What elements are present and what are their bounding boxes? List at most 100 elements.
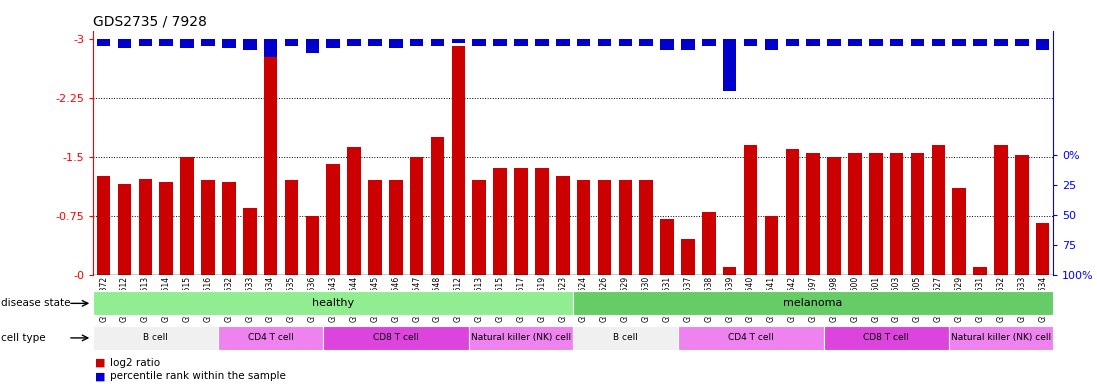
Text: CD4 T cell: CD4 T cell — [248, 333, 294, 343]
Text: cell type: cell type — [1, 333, 46, 343]
Bar — [765, 38, 778, 50]
Bar — [681, 38, 694, 50]
Text: log2 ratio: log2 ratio — [110, 358, 160, 368]
Text: CD8 T cell: CD8 T cell — [373, 333, 419, 343]
Bar — [222, 182, 236, 275]
Bar — [640, 38, 653, 46]
Bar — [1015, 38, 1029, 46]
Bar — [138, 179, 152, 275]
Bar — [556, 38, 569, 46]
Bar — [514, 168, 528, 275]
Bar — [994, 145, 1008, 275]
Bar — [827, 157, 840, 275]
Bar — [242, 208, 257, 275]
Bar — [911, 153, 925, 275]
Bar — [744, 145, 757, 275]
Bar — [1036, 223, 1050, 275]
Bar — [890, 153, 904, 275]
Text: B cell: B cell — [144, 333, 168, 343]
Bar — [765, 215, 778, 275]
Bar — [410, 157, 423, 275]
Bar — [556, 176, 569, 275]
Bar — [952, 38, 966, 46]
Bar — [1015, 155, 1029, 275]
Bar — [285, 180, 298, 275]
Bar — [824, 326, 949, 350]
Bar — [949, 326, 1053, 350]
Bar — [640, 180, 653, 275]
Bar — [93, 291, 573, 316]
Bar — [180, 157, 194, 275]
Bar — [911, 38, 925, 46]
Text: percentile rank within the sample: percentile rank within the sample — [110, 371, 285, 381]
Bar — [180, 38, 194, 48]
Bar — [848, 38, 861, 46]
Bar — [222, 38, 236, 48]
Bar — [452, 46, 465, 275]
Bar — [468, 326, 573, 350]
Bar — [785, 38, 799, 46]
Bar — [264, 38, 278, 58]
Bar — [598, 180, 611, 275]
Bar — [702, 212, 715, 275]
Bar — [577, 38, 590, 46]
Bar — [806, 153, 819, 275]
Bar — [535, 168, 548, 275]
Bar — [973, 267, 987, 275]
Text: B cell: B cell — [613, 333, 637, 343]
Bar — [117, 38, 132, 48]
Text: GDS2735 / 7928: GDS2735 / 7928 — [93, 14, 207, 28]
Bar — [117, 184, 132, 275]
Bar — [573, 291, 1053, 316]
Bar — [723, 267, 736, 275]
Bar — [201, 38, 215, 46]
Bar — [573, 326, 678, 350]
Bar — [218, 326, 323, 350]
Text: Natural killer (NK) cell: Natural killer (NK) cell — [951, 333, 1051, 343]
Bar — [619, 180, 632, 275]
Bar — [431, 137, 444, 275]
Bar — [869, 38, 882, 46]
Text: CD4 T cell: CD4 T cell — [727, 333, 773, 343]
Bar — [97, 38, 111, 46]
Bar — [138, 38, 152, 46]
Bar — [514, 38, 528, 46]
Bar — [348, 38, 361, 46]
Bar — [389, 180, 403, 275]
Bar — [285, 38, 298, 46]
Bar — [660, 38, 674, 50]
Bar — [994, 38, 1008, 46]
Bar — [744, 38, 757, 46]
Bar — [159, 38, 173, 46]
Bar — [660, 220, 674, 275]
Bar — [681, 239, 694, 275]
Text: healthy: healthy — [313, 298, 354, 308]
Bar — [410, 38, 423, 46]
Text: Natural killer (NK) cell: Natural killer (NK) cell — [471, 333, 572, 343]
Bar — [806, 38, 819, 46]
Bar — [264, 50, 278, 275]
Text: CD8 T cell: CD8 T cell — [863, 333, 909, 343]
Text: ■: ■ — [95, 371, 106, 381]
Bar — [869, 153, 882, 275]
Bar — [327, 38, 340, 48]
Bar — [619, 38, 632, 46]
Bar — [306, 215, 319, 275]
Bar — [931, 145, 946, 275]
Text: melanoma: melanoma — [783, 298, 842, 308]
Bar — [369, 180, 382, 275]
Text: disease state: disease state — [1, 298, 70, 308]
Bar — [327, 164, 340, 275]
Bar — [431, 38, 444, 46]
Bar — [389, 38, 403, 48]
Bar — [723, 38, 736, 91]
Bar — [827, 38, 840, 46]
Bar — [473, 38, 486, 46]
Bar — [159, 182, 173, 275]
Bar — [93, 326, 218, 350]
Text: ■: ■ — [95, 358, 106, 368]
Bar — [201, 180, 215, 275]
Bar — [97, 176, 111, 275]
Bar — [848, 153, 861, 275]
Bar — [323, 326, 468, 350]
